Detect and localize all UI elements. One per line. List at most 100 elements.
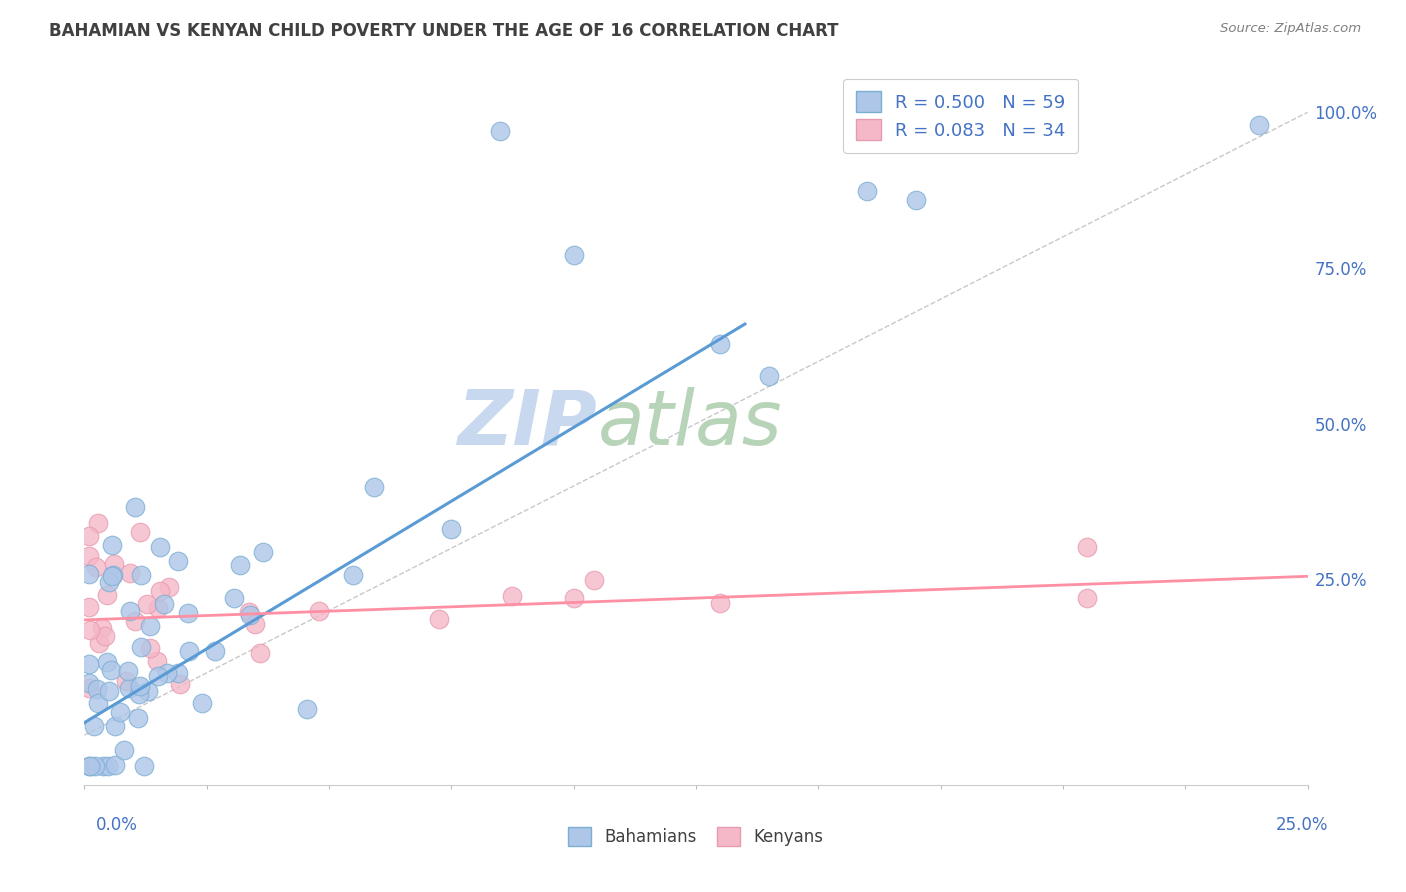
- Point: [243, 617, 266, 632]
- Point: [77, 549, 100, 563]
- Point: [77, 529, 100, 543]
- Text: 0.0%: 0.0%: [96, 816, 138, 834]
- Point: [86, 697, 108, 711]
- Point: [229, 558, 252, 572]
- Text: atlas: atlas: [598, 387, 783, 460]
- Point: [1076, 541, 1098, 555]
- Point: [1247, 118, 1270, 132]
- Point: [86, 516, 108, 530]
- Point: [96, 656, 118, 670]
- Point: [97, 759, 120, 773]
- Point: [440, 522, 463, 536]
- Point: [98, 575, 121, 590]
- Point: [124, 500, 146, 515]
- Point: [77, 567, 100, 582]
- Point: [146, 654, 169, 668]
- Point: [139, 640, 162, 655]
- Point: [96, 587, 118, 601]
- Point: [136, 683, 159, 698]
- Legend: Bahamians, Kenyans: Bahamians, Kenyans: [558, 817, 834, 856]
- Text: Source: ZipAtlas.com: Source: ZipAtlas.com: [1220, 22, 1361, 36]
- Point: [252, 545, 274, 559]
- Point: [90, 621, 112, 635]
- Point: [118, 681, 141, 696]
- Point: [77, 676, 100, 690]
- Point: [167, 665, 190, 680]
- Point: [758, 369, 780, 384]
- Point: [308, 604, 330, 618]
- Point: [239, 607, 262, 622]
- Point: [91, 759, 114, 773]
- Point: [128, 687, 150, 701]
- Point: [159, 580, 181, 594]
- Point: [86, 682, 108, 697]
- Point: [127, 711, 149, 725]
- Point: [77, 759, 100, 773]
- Point: [169, 676, 191, 690]
- Point: [1076, 591, 1098, 606]
- Point: [156, 665, 179, 680]
- Point: [120, 566, 142, 581]
- Point: [363, 480, 385, 494]
- Point: [131, 640, 153, 654]
- Point: [110, 705, 132, 719]
- Point: [146, 669, 169, 683]
- Point: [117, 664, 139, 678]
- Point: [115, 674, 138, 689]
- Point: [238, 605, 260, 619]
- Point: [489, 124, 512, 138]
- Point: [87, 636, 110, 650]
- Point: [77, 657, 100, 671]
- Point: [149, 584, 172, 599]
- Point: [148, 540, 170, 554]
- Point: [583, 573, 606, 587]
- Point: [100, 663, 122, 677]
- Point: [84, 559, 107, 574]
- Point: [79, 624, 101, 638]
- Point: [905, 193, 928, 207]
- Point: [101, 568, 124, 582]
- Point: [562, 248, 585, 262]
- Point: [77, 600, 100, 615]
- Point: [138, 618, 160, 632]
- Point: [179, 644, 201, 658]
- Point: [342, 568, 364, 582]
- Point: [204, 644, 226, 658]
- Point: [132, 759, 155, 773]
- Text: ZIP: ZIP: [458, 387, 598, 460]
- Point: [249, 646, 271, 660]
- Point: [222, 591, 245, 606]
- Point: [136, 597, 159, 611]
- Point: [295, 702, 318, 716]
- Point: [120, 604, 142, 618]
- Point: [100, 539, 122, 553]
- Point: [427, 612, 450, 626]
- Point: [856, 184, 879, 198]
- Point: [177, 607, 200, 621]
- Point: [124, 614, 146, 628]
- Point: [104, 757, 127, 772]
- Point: [129, 680, 152, 694]
- Point: [83, 719, 105, 733]
- Text: 25.0%: 25.0%: [1277, 816, 1329, 834]
- Point: [709, 596, 731, 610]
- Point: [152, 597, 174, 611]
- Point: [146, 601, 169, 615]
- Point: [77, 681, 100, 695]
- Point: [709, 336, 731, 351]
- Point: [562, 591, 585, 606]
- Point: [103, 557, 125, 571]
- Point: [129, 567, 152, 582]
- Text: BAHAMIAN VS KENYAN CHILD POVERTY UNDER THE AGE OF 16 CORRELATION CHART: BAHAMIAN VS KENYAN CHILD POVERTY UNDER T…: [49, 22, 839, 40]
- Point: [112, 743, 135, 757]
- Point: [83, 759, 105, 773]
- Point: [190, 696, 212, 710]
- Point: [501, 589, 523, 603]
- Point: [79, 759, 101, 773]
- Point: [97, 684, 120, 698]
- Point: [94, 629, 117, 643]
- Point: [104, 719, 127, 733]
- Point: [167, 554, 190, 568]
- Point: [103, 568, 125, 582]
- Point: [129, 525, 152, 540]
